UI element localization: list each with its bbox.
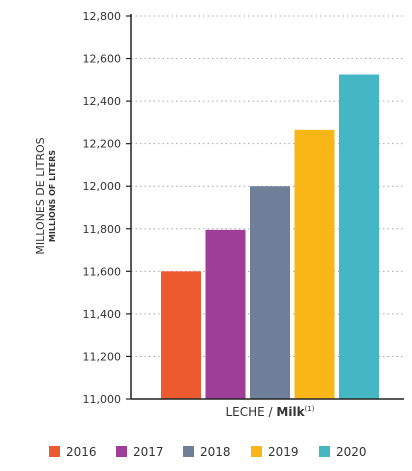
y-tick-label: 11,400 — [83, 308, 122, 321]
y-tick-label: 12,400 — [83, 95, 122, 108]
bar-2017 — [205, 229, 246, 399]
y-tick-label: 12,000 — [83, 180, 122, 193]
y-tick-label: 11,600 — [83, 265, 122, 278]
legend-label-2018: 2018 — [200, 445, 231, 459]
y-tick-label: 12,600 — [83, 53, 122, 66]
x-axis-title: LECHE / Milk(1) — [225, 405, 314, 419]
bar-2016 — [161, 271, 201, 399]
legend-label-2016: 2016 — [66, 445, 97, 459]
legend: 2016 2017 2018 2019 2020 — [49, 445, 367, 459]
x-axis-title-sup: (1) — [305, 405, 315, 413]
y-tick-label: 12,800 — [83, 10, 122, 23]
legend-label-2019: 2019 — [268, 445, 299, 459]
bars — [161, 74, 379, 399]
legend-label-2017: 2017 — [133, 445, 164, 459]
legend-swatch-2017 — [116, 446, 127, 457]
legend-swatch-2018 — [183, 446, 194, 457]
y-tick-label: 11,200 — [83, 350, 122, 363]
bar-2020 — [339, 74, 379, 399]
legend-swatch-2016 — [49, 446, 60, 457]
axes — [126, 14, 404, 400]
bar-2018 — [250, 186, 290, 399]
y-tick-label: 12,200 — [83, 138, 122, 151]
x-axis-title-main: LECHE / — [225, 405, 276, 419]
legend-swatch-2020 — [319, 446, 330, 457]
x-axis-title-bold: Milk — [276, 405, 305, 419]
y-axis-title-main: MILLONES DE LITROS — [34, 137, 47, 254]
legend-label-2020: 2020 — [336, 445, 367, 459]
y-axis-title: MILLONES DE LITROS MILLIONS OF LITERS — [34, 137, 57, 254]
legend-swatch-2019 — [251, 446, 262, 457]
y-tick-labels: 12,800 12,600 12,400 12,200 12,000 11,800 11,6… — [83, 10, 122, 406]
y-axis-title-sub: MILLIONS OF LITERS — [48, 150, 57, 242]
y-tick-label: 11,000 — [83, 393, 122, 406]
bar-2019 — [294, 129, 335, 399]
y-tick-label: 11,800 — [83, 223, 122, 236]
